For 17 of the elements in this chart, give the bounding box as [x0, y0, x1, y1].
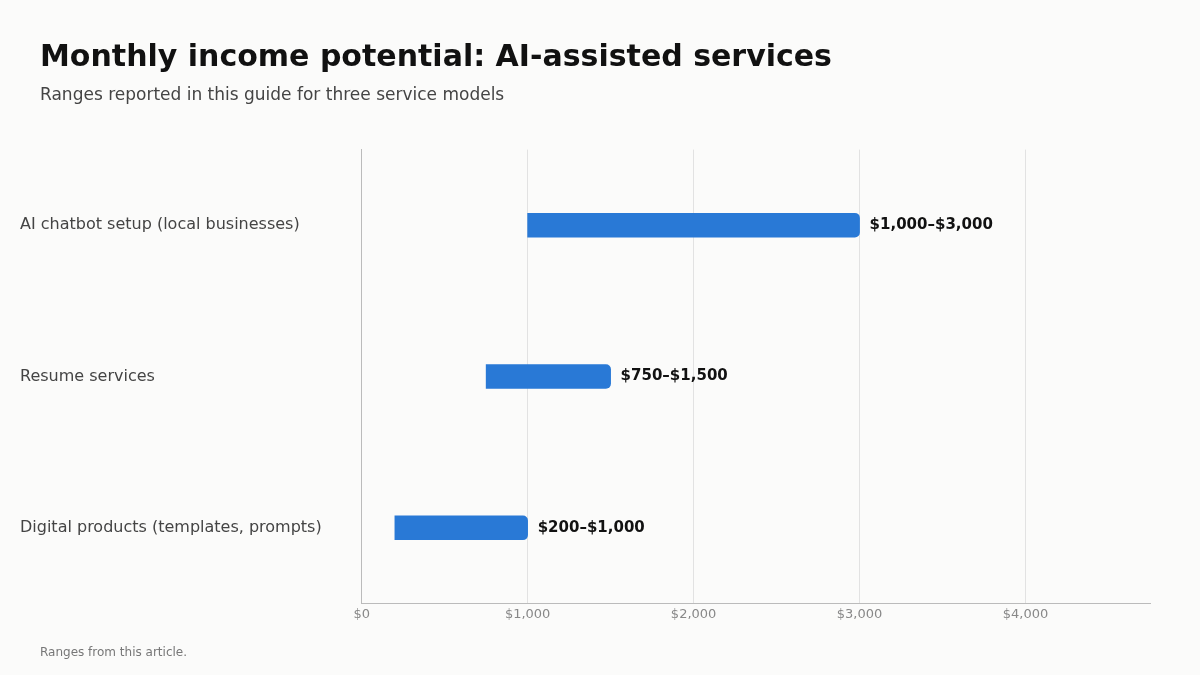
x-tick-label: $1,000 — [504, 605, 551, 621]
data-label: $200–$1,000 — [537, 517, 645, 536]
bar — [527, 212, 860, 238]
data-label: $1,000–$3,000 — [869, 215, 993, 234]
y-tick-label: AI chatbot setup (local businesses) — [20, 214, 300, 234]
chart-title: Monthly income potential: AI-assisted services — [40, 38, 832, 73]
bar — [394, 515, 528, 541]
y-tick-label: Digital products (templates, prompts) — [20, 516, 322, 536]
x-tick-label: $4,000 — [1002, 605, 1049, 621]
bar — [485, 364, 611, 389]
x-tick-label: $3,000 — [836, 605, 883, 621]
y-tick-label: Resume services — [20, 365, 155, 385]
x-tick-label: $2,000 — [670, 605, 717, 621]
text: Ranges from this article. — [40, 645, 188, 659]
chart-subtitle: Ranges reported in this guide for three service models — [40, 84, 505, 104]
data-label: $750–$1,500 — [620, 366, 728, 385]
x-tick-label: $0 — [353, 605, 370, 621]
